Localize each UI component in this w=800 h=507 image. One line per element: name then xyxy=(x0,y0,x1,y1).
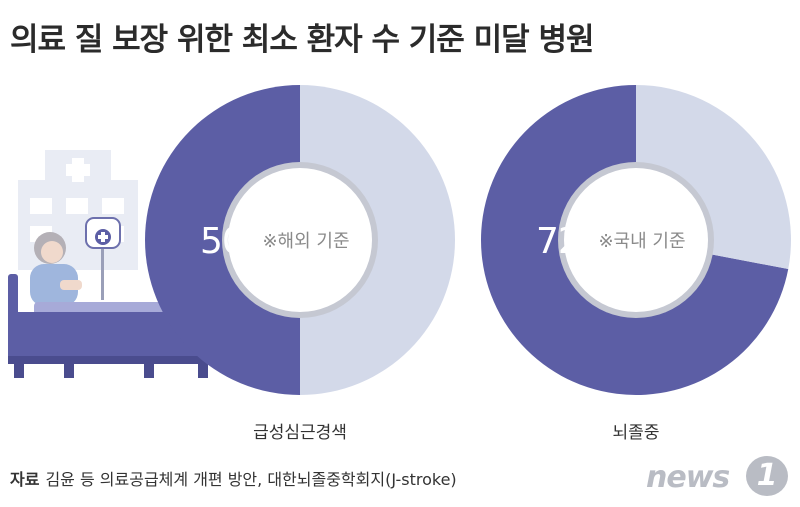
logo-word: news xyxy=(646,460,730,495)
chart-caption-1: 급성심근경색 xyxy=(253,423,347,443)
source-note: 자료 김윤 등 의료공급체계 개편 방안, 대한뇌졸중학회지(J-stroke) xyxy=(10,466,457,490)
source-label: 자료 xyxy=(10,470,40,489)
chart-caption-2: 뇌졸중 xyxy=(612,423,660,443)
donut-2-value-label: 72% xyxy=(536,221,598,262)
news1-logo[interactable]: news 1 xyxy=(646,456,792,498)
logo-mark: 1 xyxy=(746,456,788,496)
hospital-patient-bed-icon xyxy=(8,150,223,378)
donut-1-value-label: 50% xyxy=(200,221,262,262)
donut-2-hole xyxy=(564,168,708,312)
donut-1-hole xyxy=(228,168,372,312)
donut-2-center-text: ※국내 기준 xyxy=(598,231,685,252)
page-title: 의료 질 보장 위한 최소 환자 수 기준 미달 병원 xyxy=(10,22,594,58)
source-text: 김윤 등 의료공급체계 개편 방안, 대한뇌졸중학회지(J-stroke) xyxy=(45,470,457,489)
donut-1-center-text: ※해외 기준 xyxy=(262,231,349,252)
